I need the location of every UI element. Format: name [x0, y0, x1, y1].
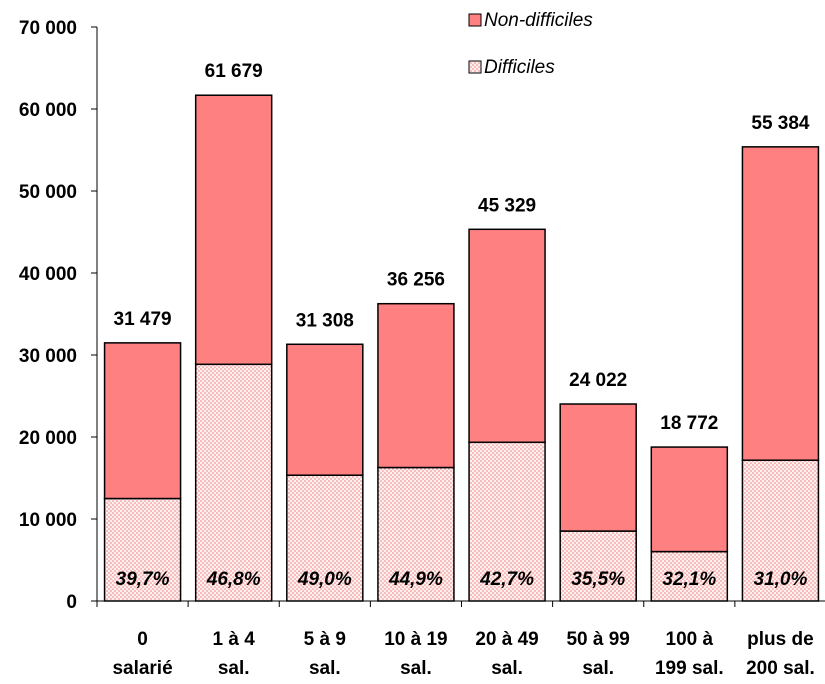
bar-group: 36 256 44,9% [377, 270, 455, 602]
bar-difficiles [650, 550, 729, 602]
difficile-share-label: 35,5% [571, 569, 625, 590]
x-tick-label: plus de 200 sal. [746, 629, 815, 679]
legend-item: Non-difficiles [468, 10, 593, 31]
x-tick-label: 5 à 9 sal. [304, 629, 346, 679]
bar-group: 61 679 46,8% [194, 61, 273, 602]
bar-non-difficiles [377, 302, 455, 469]
y-axis: 0 10 000 20 000 30 000 40 000 50 000 60 000 70 … [19, 18, 98, 613]
difficile-share-label: 44,9% [388, 569, 443, 590]
total-data-label: 31 308 [296, 310, 354, 331]
y-tick-label: 70 000 [19, 18, 77, 39]
bar-group: 45 329 42,7% [468, 195, 546, 602]
y-tick-label: 20 000 [19, 428, 77, 449]
y-tick-label: 40 000 [19, 264, 77, 285]
x-tick-label: 1 à 4 sal. [213, 629, 256, 679]
bars: 31 479 39,7% 61 679 46,8% 31 308 49,0% 36 256 4… [103, 61, 820, 602]
bar-group: 24 022 35,5% [559, 370, 637, 602]
x-tick-label: 100 à 199 sal. [655, 629, 724, 679]
bar-difficiles [741, 459, 820, 602]
total-data-label: 36 256 [387, 270, 445, 291]
x-tick-label: 20 à 49 sal. [475, 629, 538, 679]
bar-non-difficiles [103, 342, 182, 500]
total-data-label: 45 329 [478, 195, 536, 216]
y-tick-label: 50 000 [19, 182, 77, 203]
x-tick-label: 0 salarié [112, 629, 172, 679]
total-data-label: 61 679 [205, 61, 263, 82]
legend-swatch [468, 60, 482, 74]
bar-non-difficiles [650, 446, 729, 553]
bar-non-difficiles [286, 343, 364, 476]
bar-difficiles [559, 530, 637, 602]
y-tick-label: 0 [66, 592, 77, 613]
y-tick-label: 10 000 [19, 510, 77, 531]
bar-group: 31 479 39,7% [103, 309, 182, 602]
total-data-label: 55 384 [751, 113, 810, 134]
bar-group: 18 772 32,1% [650, 413, 729, 602]
y-tick-label: 60 000 [19, 100, 77, 121]
bar-group: 55 384 31,0% [741, 113, 820, 602]
difficile-share-label: 42,7% [479, 569, 534, 590]
legend: Non-difficiles Difficiles [468, 10, 593, 78]
bar-group: 31 308 49,0% [286, 310, 364, 602]
total-data-label: 24 022 [569, 370, 627, 391]
difficile-share-label: 32,1% [662, 569, 716, 590]
x-tick-label: 50 à 99 sal. [566, 629, 629, 679]
bar-non-difficiles [741, 146, 820, 461]
legend-label: Difficiles [484, 57, 555, 78]
bar-difficiles [468, 441, 546, 602]
x-tick-label: 10 à 19 sal. [384, 629, 447, 679]
difficile-share-label: 31,0% [754, 569, 808, 590]
total-data-label: 18 772 [660, 413, 718, 434]
bar-difficiles [194, 363, 273, 602]
total-data-label: 31 479 [114, 309, 172, 330]
x-axis: 0 salarié 1 à 4 sal. 5 à 9 sal. 10 à 19 sal. 20 … [96, 600, 825, 679]
legend-item: Difficiles [468, 57, 555, 78]
y-tick-label: 30 000 [19, 346, 77, 367]
bar-non-difficiles [468, 228, 546, 444]
legend-swatch [468, 13, 482, 27]
difficile-share-label: 39,7% [116, 569, 170, 590]
difficile-share-label: 46,8% [206, 569, 261, 590]
bar-non-difficiles [194, 94, 273, 366]
legend-label: Non-difficiles [484, 10, 593, 31]
bar-non-difficiles [559, 403, 637, 532]
difficile-share-label: 49,0% [297, 569, 352, 590]
